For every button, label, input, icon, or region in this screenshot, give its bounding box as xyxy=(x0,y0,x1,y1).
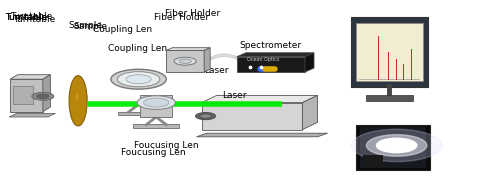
Circle shape xyxy=(32,92,54,100)
Text: Turntable: Turntable xyxy=(10,12,52,21)
Text: Spectrometer: Spectrometer xyxy=(240,40,302,50)
Polygon shape xyxy=(43,75,50,112)
Text: Laser: Laser xyxy=(222,91,246,100)
Polygon shape xyxy=(166,48,210,50)
Circle shape xyxy=(111,69,166,89)
Text: Fiber Holder: Fiber Holder xyxy=(154,13,209,22)
Circle shape xyxy=(144,98,169,107)
Text: Foucusing Len: Foucusing Len xyxy=(134,141,198,150)
Text: Coupling Len: Coupling Len xyxy=(108,44,167,53)
FancyBboxPatch shape xyxy=(356,23,423,81)
Ellipse shape xyxy=(69,76,87,126)
Text: Laser: Laser xyxy=(204,66,229,75)
Ellipse shape xyxy=(75,94,79,101)
Polygon shape xyxy=(363,155,383,167)
FancyBboxPatch shape xyxy=(133,124,179,128)
Polygon shape xyxy=(305,53,314,72)
Text: Fiber Holder: Fiber Holder xyxy=(165,9,220,18)
Circle shape xyxy=(37,94,49,98)
Circle shape xyxy=(200,114,212,118)
Circle shape xyxy=(376,138,417,153)
Polygon shape xyxy=(237,53,314,57)
Circle shape xyxy=(351,129,442,162)
Text: Foucusing Len: Foucusing Len xyxy=(121,148,185,157)
Polygon shape xyxy=(204,48,210,72)
Text: Ocean Optics: Ocean Optics xyxy=(247,57,279,62)
Polygon shape xyxy=(302,95,318,130)
Circle shape xyxy=(126,75,151,84)
Text: Coupling Len: Coupling Len xyxy=(93,25,152,34)
Text: Turntable: Turntable xyxy=(13,15,55,24)
Circle shape xyxy=(174,57,196,65)
FancyBboxPatch shape xyxy=(356,125,430,170)
Polygon shape xyxy=(202,103,302,130)
Text: Turntable: Turntable xyxy=(5,13,47,22)
FancyBboxPatch shape xyxy=(118,112,159,115)
Polygon shape xyxy=(10,79,43,112)
Text: Turntable: Turntable xyxy=(5,13,47,22)
Polygon shape xyxy=(10,75,50,79)
Polygon shape xyxy=(237,57,305,72)
Polygon shape xyxy=(9,113,55,117)
Polygon shape xyxy=(166,50,204,72)
Circle shape xyxy=(196,112,216,120)
Text: Sample: Sample xyxy=(73,22,107,31)
Polygon shape xyxy=(197,133,328,137)
FancyBboxPatch shape xyxy=(140,95,172,117)
Text: Sample: Sample xyxy=(68,21,102,30)
FancyBboxPatch shape xyxy=(360,127,426,168)
FancyBboxPatch shape xyxy=(365,95,413,101)
Circle shape xyxy=(366,135,427,156)
Circle shape xyxy=(179,59,192,63)
Polygon shape xyxy=(13,86,33,104)
Circle shape xyxy=(137,96,175,109)
Polygon shape xyxy=(202,95,318,103)
FancyBboxPatch shape xyxy=(351,17,428,87)
Circle shape xyxy=(117,72,160,87)
